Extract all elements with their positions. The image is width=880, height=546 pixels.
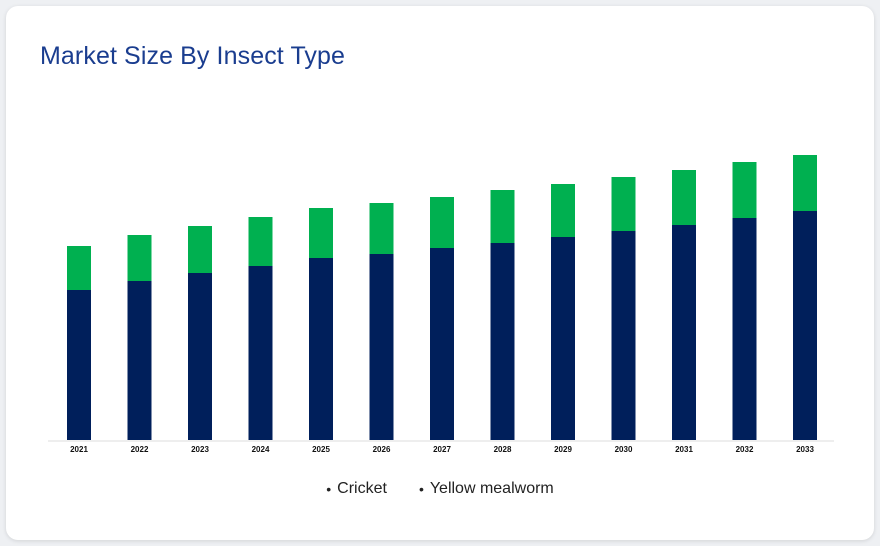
legend-label: Yellow mealworm	[429, 480, 554, 497]
bar-cricket-2023[interactable]	[188, 273, 212, 440]
bar-yellow-mealworm-2023[interactable]	[188, 226, 212, 273]
x-tick-label: 2023	[191, 445, 209, 454]
bar-yellow-mealworm-2021[interactable]	[67, 246, 91, 290]
chart-title: Market Size By Insect Type	[40, 42, 346, 70]
bar-yellow-mealworm-2024[interactable]	[248, 217, 273, 266]
chart-card: Market Size By Insect Type 2021 2022 2023 2…	[6, 6, 874, 540]
bar-cricket-2021[interactable]	[67, 290, 91, 440]
bar-yellow-mealworm-2026[interactable]	[369, 203, 394, 254]
x-tick-label: 2032	[736, 445, 754, 454]
legend-item-yellow-mealworm[interactable]: • Yellow mealworm	[419, 480, 554, 498]
legend: • Cricket • Yellow mealworm	[6, 480, 874, 498]
bar-yellow-mealworm-2033[interactable]	[793, 155, 817, 211]
bar-cricket-2027[interactable]	[430, 248, 454, 440]
bar-yellow-mealworm-2031[interactable]	[672, 170, 696, 225]
x-tick-label: 2025	[312, 445, 330, 454]
bar-cricket-2024[interactable]	[248, 266, 273, 440]
x-tick-label: 2027	[433, 445, 451, 454]
bar-cricket-2031[interactable]	[672, 225, 696, 440]
bar-yellow-mealworm-2022[interactable]	[127, 235, 152, 281]
bar-yellow-mealworm-2025[interactable]	[309, 208, 333, 258]
legend-item-cricket[interactable]: • Cricket	[326, 480, 387, 498]
x-tick-label: 2028	[494, 445, 512, 454]
bar-cricket-2025[interactable]	[309, 258, 333, 440]
x-tick-label: 2029	[554, 445, 572, 454]
bar-cricket-2030[interactable]	[611, 231, 636, 440]
bar-cricket-2026[interactable]	[369, 254, 394, 440]
bar-cricket-2032[interactable]	[732, 218, 757, 440]
x-tick-label: 2026	[373, 445, 391, 454]
stacked-bar-chart: 2021 2022 2023 2024 2025 2026 2027 2028 2029 2030…	[48, 155, 834, 454]
bar-yellow-mealworm-2032[interactable]	[732, 162, 757, 218]
x-tick-label: 2021	[70, 445, 88, 454]
bar-yellow-mealworm-2028[interactable]	[490, 190, 515, 243]
bar-cricket-2033[interactable]	[793, 211, 817, 440]
x-tick-label: 2024	[252, 445, 270, 454]
bar-yellow-mealworm-2027[interactable]	[430, 197, 454, 248]
legend-bullet-icon: •	[418, 481, 424, 497]
legend-bullet-icon: •	[326, 481, 332, 497]
bar-yellow-mealworm-2029[interactable]	[551, 184, 575, 237]
bar-yellow-mealworm-2030[interactable]	[611, 177, 636, 231]
x-tick-label: 2022	[131, 445, 149, 454]
bar-cricket-2022[interactable]	[127, 281, 152, 440]
bar-cricket-2029[interactable]	[551, 237, 575, 440]
x-tick-label: 2030	[615, 445, 633, 454]
bar-cricket-2028[interactable]	[490, 243, 515, 440]
legend-label: Cricket	[337, 480, 387, 497]
x-tick-label: 2033	[796, 445, 814, 454]
x-tick-label: 2031	[675, 445, 693, 454]
